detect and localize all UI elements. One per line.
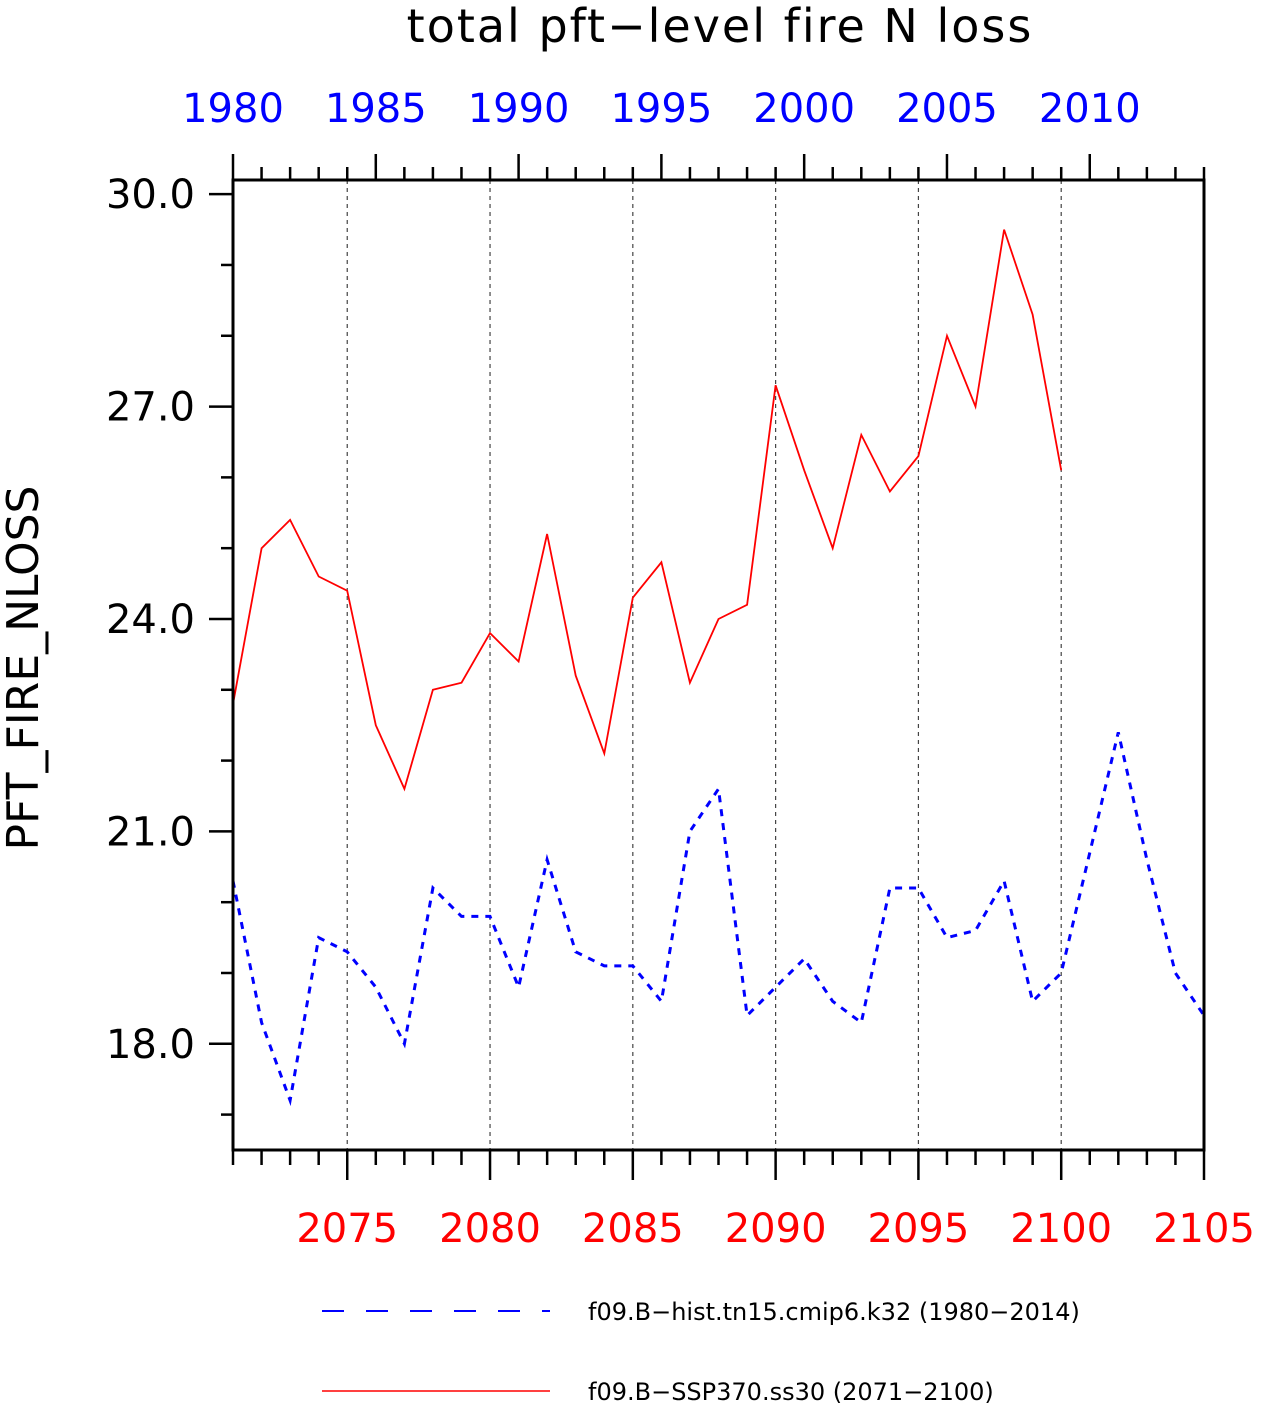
y-tick-label: 18.0: [106, 1022, 195, 1068]
x-bottom-tick-label: 2080: [439, 1206, 541, 1252]
y-axis-label: PFT_FIRE_NLOSS: [0, 486, 49, 851]
y-tick-label: 21.0: [106, 809, 195, 855]
y-tick-label: 27.0: [106, 385, 195, 431]
x-bottom-tick-label: 2100: [1010, 1206, 1112, 1252]
x-top-tick-label: 2000: [753, 86, 855, 132]
plot-frame: [231, 178, 1206, 1152]
x-top-tick-label: 1995: [610, 86, 712, 132]
x-bottom-tick-label: 2090: [725, 1206, 827, 1252]
x-top-tick-label: 2010: [1039, 86, 1141, 132]
series-layer: [231, 229, 1206, 1107]
chart-title: total pft−level fire N loss: [407, 0, 1034, 53]
x-top-tick-label: 2005: [896, 86, 998, 132]
axes-layer: 2075 2080 2085 2090 2095 2100 2105 1980 1985 1990…: [106, 86, 1255, 1252]
series-line-ssp370: [232, 229, 1063, 792]
legend-label: f09.B−hist.tn15.cmip6.k32 (1980−2014): [588, 1298, 1080, 1326]
x-bottom-tick-label: 2105: [1153, 1206, 1255, 1252]
x-top-tick-label: 1985: [325, 86, 427, 132]
x-top-tick-label: 1990: [468, 86, 570, 132]
series-line-hist: [231, 731, 1206, 1107]
x-bottom-tick-label: 2085: [582, 1206, 684, 1252]
x-bottom-tick-label: 2095: [868, 1206, 970, 1252]
x-bottom-tick-label: 2075: [296, 1206, 398, 1252]
y-tick-label: 24.0: [106, 597, 195, 643]
x-top-tick-label: 1980: [182, 86, 284, 132]
grid-lines: [346, 180, 1062, 1150]
legend: f09.B−hist.tn15.cmip6.k32 (1980−2014) f09…: [322, 1298, 1080, 1406]
legend-label: f09.B−SSP370.ss30 (2071−2100): [588, 1378, 994, 1406]
y-tick-label: 30.0: [106, 172, 195, 218]
